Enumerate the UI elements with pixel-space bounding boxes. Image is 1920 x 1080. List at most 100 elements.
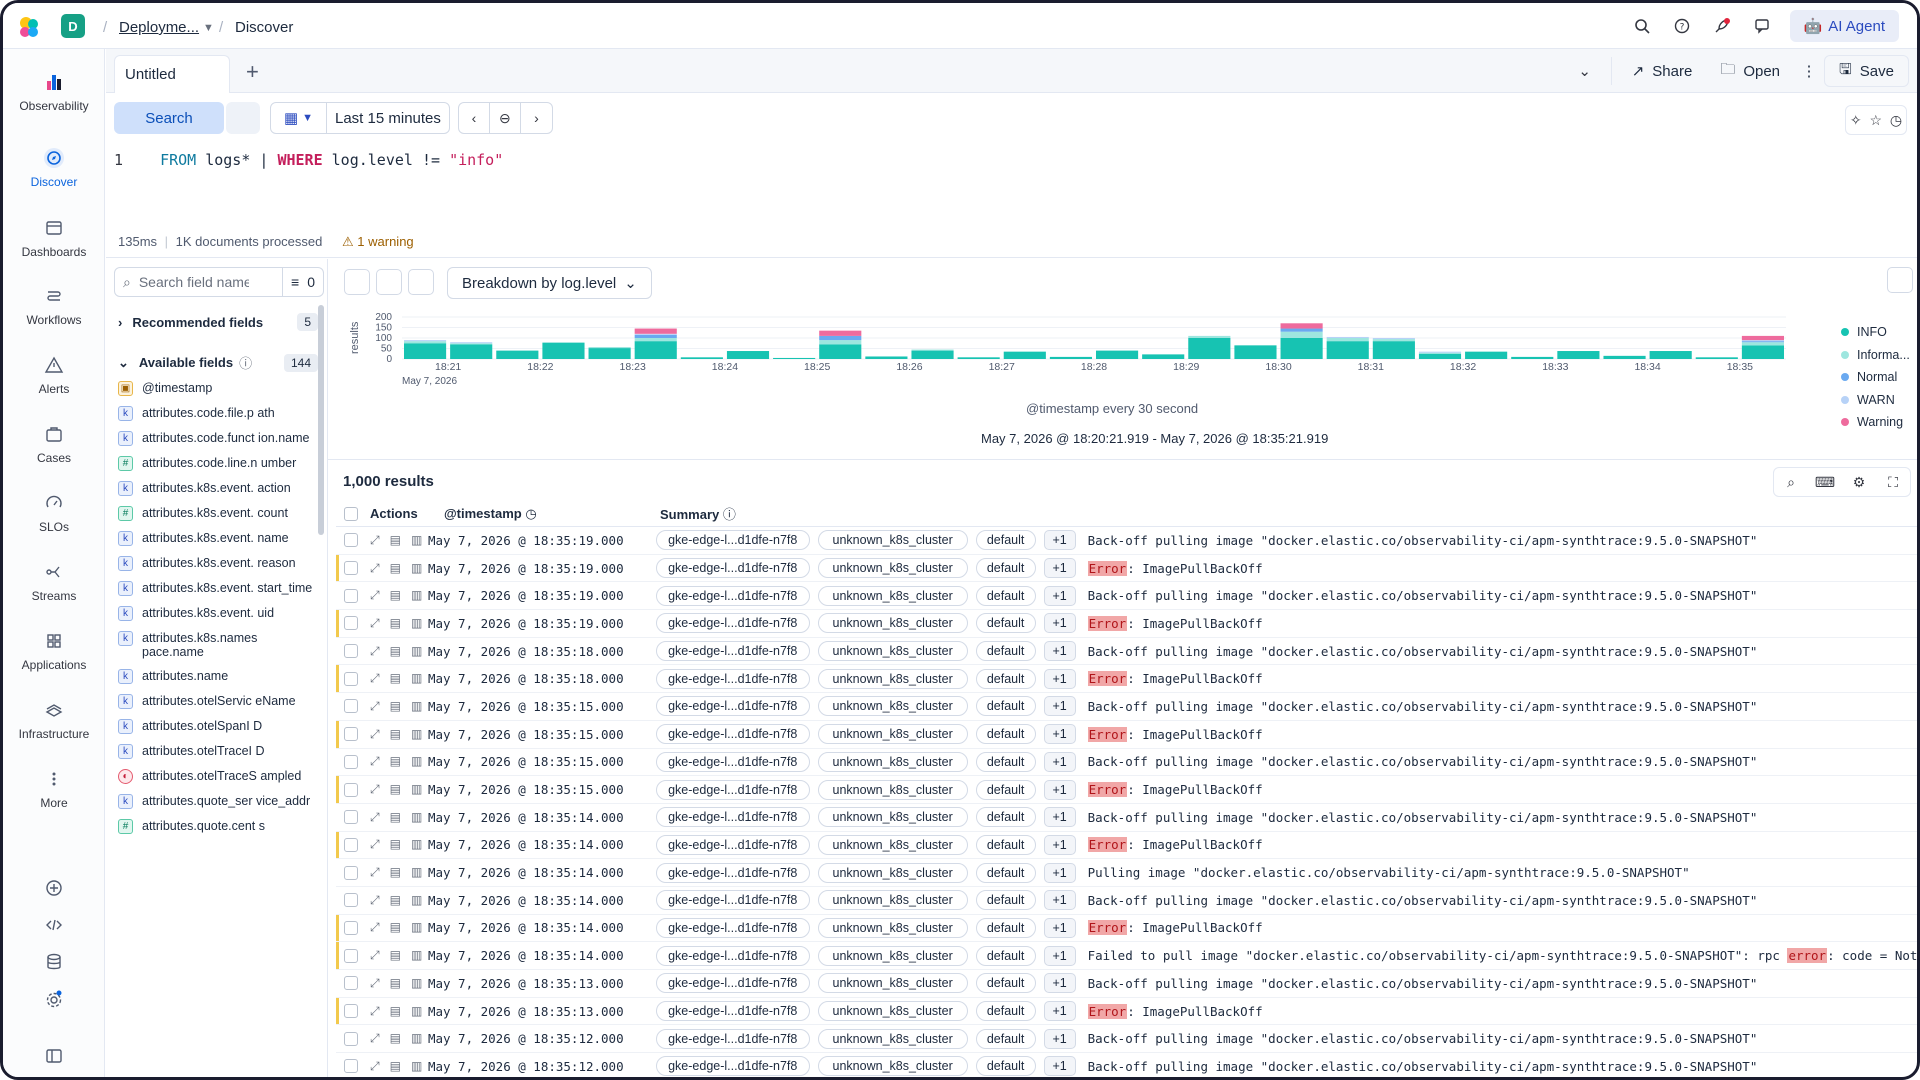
table-row[interactable]: ⤢ ▤ ▥ May 7, 2026 @ 18:35:19.000 gke-edge-l.… [336, 582, 1917, 611]
bar-segment-info[interactable] [911, 350, 954, 359]
bar-segment-info[interactable] [1280, 338, 1323, 359]
bar-segment-info[interactable] [496, 350, 539, 359]
nav-applications[interactable]: Applications [3, 630, 105, 672]
view-icon[interactable]: ▤ [389, 920, 401, 935]
bar-segment-warn[interactable] [450, 342, 493, 344]
chat-icon[interactable] [1742, 6, 1782, 46]
time-picker[interactable]: ▦ ▼ Last 15 minutes [270, 102, 450, 134]
nav-infrastructure[interactable]: Infrastructure [3, 699, 105, 741]
bar-segment-warn[interactable] [1326, 336, 1369, 338]
field-item[interactable]: k attributes.otelSpanI D [118, 719, 318, 734]
view-icon[interactable]: ▤ [389, 698, 401, 713]
bar-segment-info[interactable] [819, 344, 862, 359]
namespace-badge[interactable]: default [975, 668, 1036, 689]
document-icon[interactable]: ▥ [410, 671, 423, 686]
row-checkbox[interactable] [344, 644, 358, 659]
bar-segment-informational[interactable] [1326, 338, 1369, 342]
document-icon[interactable]: ▥ [410, 920, 423, 935]
row-checkbox[interactable] [344, 588, 358, 603]
display-settings-icon[interactable]: ⚙ [1852, 473, 1866, 490]
document-icon[interactable]: ▥ [410, 809, 423, 824]
bar-segment-warn[interactable] [634, 333, 677, 335]
row-checkbox[interactable] [344, 671, 358, 686]
bar-segment-info[interactable] [1188, 338, 1231, 359]
row-checkbox[interactable] [344, 561, 358, 576]
edit-visualization-icon[interactable] [1887, 267, 1913, 293]
bar-segment-informational[interactable] [1188, 335, 1231, 338]
field-item[interactable]: k attributes.otelServic eName [118, 694, 318, 709]
view-icon[interactable]: ▤ [389, 643, 401, 658]
host-badge[interactable]: gke-edge-l...d1dfe-n7f8 [655, 917, 810, 938]
bar-segment-warning[interactable] [1741, 335, 1784, 341]
bar-segment-info[interactable] [1049, 356, 1092, 359]
row-checkbox[interactable] [344, 865, 358, 880]
host-badge[interactable]: gke-edge-l...d1dfe-n7f8 [655, 890, 810, 911]
namespace-badge[interactable]: default [975, 945, 1036, 966]
row-checkbox[interactable] [344, 1059, 358, 1074]
field-item[interactable]: # attributes.quote.cent s [118, 819, 318, 834]
chart-options-icon[interactable] [376, 269, 402, 295]
row-checkbox[interactable] [344, 782, 358, 797]
cluster-badge[interactable]: unknown_k8s_cluster [817, 862, 968, 883]
host-badge[interactable]: gke-edge-l...d1dfe-n7f8 [655, 807, 810, 828]
legend-item[interactable]: INFO [1841, 321, 1910, 344]
chevron-down-icon[interactable]: ▼ [203, 22, 214, 34]
bar-segment-normal[interactable] [1280, 328, 1323, 332]
table-row[interactable]: ⤢ ▤ ▥ May 7, 2026 @ 18:35:15.000 gke-edge-l.… [336, 749, 1917, 777]
cluster-badge[interactable]: unknown_k8s_cluster [817, 779, 968, 800]
nav-slos[interactable]: SLOs [3, 492, 105, 534]
nav-alerts[interactable]: Alerts [3, 354, 105, 396]
namespace-badge[interactable]: default [975, 613, 1036, 634]
more-badge[interactable]: +1 [1043, 945, 1076, 966]
field-item[interactable]: k attributes.k8s.event. name [118, 531, 318, 546]
table-row[interactable]: ⤢ ▤ ▥ May 7, 2026 @ 18:35:14.000 gke-edge-l.… [336, 832, 1917, 860]
expand-icon[interactable]: ⤢ [369, 892, 380, 907]
bar-segment-informational[interactable] [450, 343, 493, 345]
expand-icon[interactable]: ⤢ [369, 1003, 380, 1018]
toggle-sidebar-icon[interactable] [344, 269, 370, 295]
namespace-badge[interactable]: default [975, 807, 1036, 828]
table-row[interactable]: ⤢ ▤ ▥ May 7, 2026 @ 18:35:12.000 gke-edge-l.… [336, 1025, 1917, 1054]
cluster-badge[interactable]: unknown_k8s_cluster [817, 613, 968, 634]
bar-segment-informational[interactable] [588, 347, 631, 349]
host-badge[interactable]: gke-edge-l...d1dfe-n7f8 [655, 558, 810, 579]
bar-segment-info[interactable] [404, 343, 447, 359]
bar-segment-warn[interactable] [1741, 340, 1784, 342]
bar-segment-warn[interactable] [1372, 338, 1415, 340]
bar-segment-info[interactable] [1649, 351, 1692, 359]
more-badge[interactable]: +1 [1043, 862, 1076, 883]
expand-icon[interactable]: ⤢ [369, 560, 380, 575]
cluster-badge[interactable]: unknown_k8s_cluster [817, 973, 968, 994]
more-badge[interactable]: +1 [1043, 1028, 1076, 1049]
table-row[interactable]: ⤢ ▤ ▥ May 7, 2026 @ 18:35:14.000 gke-edge-l.… [336, 887, 1917, 915]
row-checkbox[interactable] [344, 920, 358, 935]
legend-item[interactable]: Normal [1841, 366, 1910, 389]
view-icon[interactable]: ▤ [389, 892, 401, 907]
namespace-badge[interactable]: default [975, 696, 1036, 717]
document-icon[interactable]: ▥ [410, 975, 423, 990]
field-item[interactable]: k attributes.k8s.event. action [118, 481, 318, 496]
breakdown-selector[interactable]: Breakdown by log.level ⌄ [447, 267, 652, 299]
row-checkbox[interactable] [344, 1031, 358, 1046]
expand-icon[interactable]: ⤢ [369, 948, 380, 963]
namespace-badge[interactable]: default [975, 558, 1036, 579]
open-button[interactable]: 🗀 Open [1706, 55, 1794, 87]
document-icon[interactable]: ▥ [410, 1003, 423, 1018]
table-row[interactable]: ⤢ ▤ ▥ May 7, 2026 @ 18:35:19.000 gke-edge-l.… [336, 555, 1917, 583]
bar-segment-info[interactable] [1511, 356, 1554, 359]
expand-icon[interactable]: ⤢ [369, 698, 380, 713]
ai-agent-button[interactable]: 🤖 AI Agent [1789, 10, 1899, 42]
host-badge[interactable]: gke-edge-l...d1dfe-n7f8 [655, 724, 810, 745]
namespace-badge[interactable]: default [975, 890, 1036, 911]
more-badge[interactable]: +1 [1043, 807, 1076, 828]
row-checkbox[interactable] [344, 1004, 358, 1019]
bar-segment-info[interactable] [1372, 341, 1415, 359]
expand-icon[interactable]: ⤢ [369, 837, 380, 852]
nav-observability[interactable]: Observability [3, 71, 105, 113]
save-visualization-icon[interactable] [408, 269, 434, 295]
bar-segment-informational[interactable] [1280, 331, 1323, 338]
table-row[interactable]: ⤢ ▤ ▥ May 7, 2026 @ 18:35:13.000 gke-edge-l.… [336, 998, 1917, 1026]
legend-item[interactable]: WARN [1841, 389, 1910, 412]
document-icon[interactable]: ▥ [410, 892, 423, 907]
